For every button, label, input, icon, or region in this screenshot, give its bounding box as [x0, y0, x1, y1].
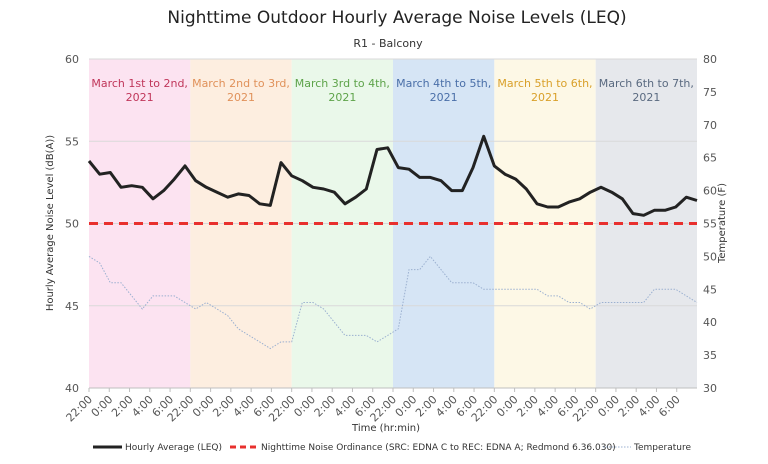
- x-tick-label: 2:00: [109, 393, 136, 420]
- x-tick-label: 2:00: [514, 393, 541, 420]
- x-tick-label: 0:00: [494, 393, 521, 420]
- y-axis-ticks: 40 45 50 55 60: [65, 53, 79, 395]
- y-tick-label: 60: [65, 53, 79, 66]
- day-band-label: March 4th to 5th,: [396, 77, 491, 90]
- y2-tick-label: 30: [703, 382, 717, 395]
- y2-axis-ticks: 30 35 40 45 50 55 60 65 70 75 80: [703, 53, 717, 395]
- leq-line: [87, 134, 698, 217]
- x-tick-label: 4:00: [129, 393, 156, 420]
- y-tick-label: 45: [65, 300, 79, 313]
- x-tick-label: 4:00: [231, 393, 258, 420]
- x-tick-label: 6:00: [656, 393, 683, 420]
- chart-subtitle: R1 - Balcony: [353, 37, 423, 50]
- legend-label-temperature: Temperature: [633, 443, 691, 453]
- y2-tick-label: 60: [703, 185, 717, 198]
- y-tick-label: 50: [65, 218, 79, 231]
- y2-tick-label: 55: [703, 218, 717, 231]
- x-tick-label: 4:00: [332, 393, 359, 420]
- series-lines: [87, 134, 698, 350]
- day-band-label: March 5th to 6th,: [497, 77, 592, 90]
- y2-tick-label: 35: [703, 349, 717, 362]
- y-tick-label: 40: [65, 382, 79, 395]
- x-tick-label: 4:00: [636, 393, 663, 420]
- y2-tick-label: 50: [703, 250, 717, 263]
- x-tick-label: 0:00: [595, 393, 622, 420]
- day-band-label: 2021: [227, 91, 255, 104]
- x-tick-label: 2:00: [210, 393, 237, 420]
- day-band-label: March 1st to 2nd,: [91, 77, 188, 90]
- chart-title: Nighttime Outdoor Hourly Average Noise L…: [167, 8, 626, 28]
- x-tick-label: 2:00: [312, 393, 339, 420]
- y2-tick-label: 45: [703, 283, 717, 296]
- legend: Hourly Average (LEQ) Nighttime Noise Ordi…: [93, 443, 691, 453]
- x-tick-label: 0:00: [393, 393, 420, 420]
- y2-tick-label: 75: [703, 86, 717, 99]
- day-band-label: March 3rd to 4th,: [295, 77, 390, 90]
- x-tick-label: 0:00: [190, 393, 217, 420]
- y2-tick-label: 65: [703, 152, 717, 165]
- day-band-label: 2021: [430, 91, 458, 104]
- y-axis-label: Hourly Average Noise Level (dB(A)): [45, 135, 56, 311]
- x-tick-label: 2:00: [413, 393, 440, 420]
- x-tick-label: 0:00: [89, 393, 116, 420]
- legend-label-ordinance: Nighttime Noise Ordinance (SRC: EDNA C t…: [261, 443, 616, 453]
- temperature-line: [88, 255, 698, 350]
- y-tick-label: 55: [65, 135, 79, 148]
- x-tick-label: 4:00: [433, 393, 460, 420]
- x-tick-label: 0:00: [291, 393, 318, 420]
- day-band-label: 2021: [632, 91, 660, 104]
- day-band-label: 2021: [531, 91, 559, 104]
- y2-tick-label: 40: [703, 316, 717, 329]
- day-band-label: 2021: [126, 91, 154, 104]
- day-band-label: March 2nd to 3rd,: [192, 77, 290, 90]
- x-axis-label: Time (hr:min): [351, 423, 420, 434]
- legend-label-leq: Hourly Average (LEQ): [125, 443, 222, 453]
- x-axis-ticks: 22:000:002:004:006:0022:000:002:004:006:…: [64, 388, 683, 425]
- day-band-label: March 6th to 7th,: [599, 77, 694, 90]
- day-band-label: 2021: [328, 91, 356, 104]
- y2-tick-label: 70: [703, 119, 717, 132]
- x-tick-label: 4:00: [535, 393, 562, 420]
- y2-axis-label: Temperature (F): [717, 183, 728, 264]
- x-tick-label: 2:00: [616, 393, 643, 420]
- y2-tick-label: 80: [703, 53, 717, 66]
